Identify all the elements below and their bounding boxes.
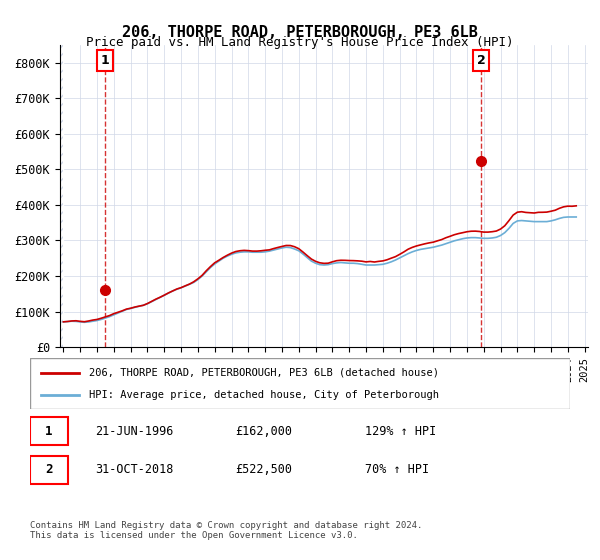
Text: HPI: Average price, detached house, City of Peterborough: HPI: Average price, detached house, City… (89, 390, 439, 400)
Text: 2: 2 (476, 54, 485, 67)
Text: £162,000: £162,000 (235, 424, 292, 438)
Text: 129% ↑ HPI: 129% ↑ HPI (365, 424, 436, 438)
Text: 1: 1 (101, 54, 109, 67)
Text: £522,500: £522,500 (235, 463, 292, 476)
Text: 2: 2 (45, 463, 53, 476)
Text: 1: 1 (45, 424, 53, 438)
Text: 206, THORPE ROAD, PETERBOROUGH, PE3 6LB: 206, THORPE ROAD, PETERBOROUGH, PE3 6LB (122, 25, 478, 40)
Text: Contains HM Land Registry data © Crown copyright and database right 2024.
This d: Contains HM Land Registry data © Crown c… (30, 521, 422, 540)
FancyBboxPatch shape (30, 417, 68, 445)
Bar (60, 45, 64, 347)
Text: 70% ↑ HPI: 70% ↑ HPI (365, 463, 429, 476)
Text: 31-OCT-2018: 31-OCT-2018 (95, 463, 173, 476)
Bar (60, 45, 64, 347)
Text: 21-JUN-1996: 21-JUN-1996 (95, 424, 173, 438)
FancyBboxPatch shape (30, 358, 570, 409)
Text: 206, THORPE ROAD, PETERBOROUGH, PE3 6LB (detached house): 206, THORPE ROAD, PETERBOROUGH, PE3 6LB … (89, 367, 439, 377)
FancyBboxPatch shape (30, 456, 68, 484)
Text: Price paid vs. HM Land Registry's House Price Index (HPI): Price paid vs. HM Land Registry's House … (86, 36, 514, 49)
